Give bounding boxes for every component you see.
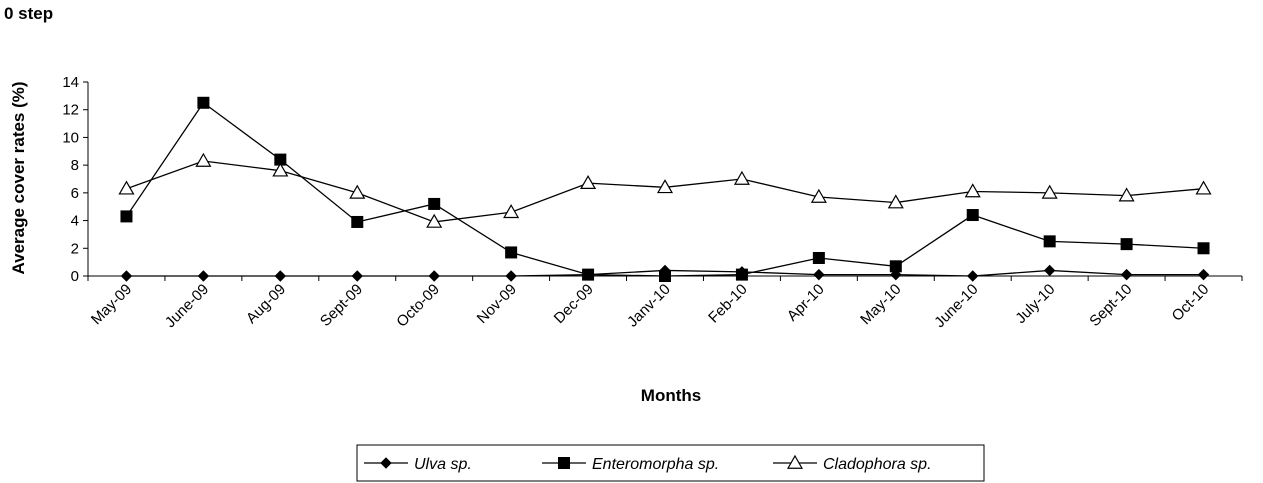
y-axis-title: Average cover rates (%) [9, 81, 28, 274]
x-tick-label: May-10 [857, 281, 904, 328]
data-point [1197, 268, 1210, 281]
data-point [1043, 235, 1056, 248]
y-tick-label: 6 [71, 185, 79, 202]
data-point [1118, 187, 1135, 202]
legend-label: Cladophora sp. [823, 456, 932, 473]
series-layer [118, 96, 1212, 282]
y-tick-label: 10 [62, 129, 79, 146]
data-point [272, 162, 289, 177]
data-point [274, 270, 287, 282]
data-point [810, 188, 827, 203]
data-point [812, 251, 825, 264]
x-tick-label: July-10 [1012, 281, 1058, 327]
x-tick-label: Oct-10 [1169, 281, 1213, 325]
series-3 [118, 152, 1212, 228]
y-ticks: 0 2 4 6 8 10 12 14 [62, 74, 88, 285]
data-point [120, 210, 133, 223]
data-point [813, 268, 825, 281]
y-tick-label: 14 [62, 74, 79, 91]
data-point [426, 213, 443, 228]
data-point [656, 179, 674, 194]
data-point [580, 174, 597, 190]
x-axis-title: Months [641, 386, 701, 405]
y-tick-label: 8 [71, 157, 79, 174]
legend-entry: Ulva sp. [364, 456, 472, 473]
data-point [349, 184, 366, 199]
data-point [505, 270, 517, 282]
data-point [197, 270, 210, 282]
y-axis: 0 2 4 6 8 10 12 14 [62, 74, 89, 285]
data-point [195, 152, 212, 167]
x-tick-label: May-09 [88, 281, 135, 328]
data-point [503, 204, 520, 219]
x-ticks: May-09 June-09 Aug-09 Sept-09 Octo-09 Nov-09 D… [87, 276, 1243, 331]
x-tick-label: Sept-10 [1086, 281, 1135, 330]
data-point [659, 270, 671, 282]
legend-entries: Ulva sp. Enteromorpha sp. Cladophora sp. [364, 454, 932, 473]
legend-entry: Enteromorpha sp. [542, 456, 719, 473]
legend-marker [786, 454, 804, 469]
x-axis: May-09 June-09 Aug-09 Sept-09 Octo-09 Nov-09 D… [87, 275, 1243, 331]
y-tick-label: 4 [71, 213, 79, 230]
x-tick-label: Nov-09 [474, 281, 520, 327]
x-tick-label: June-10 [931, 281, 981, 331]
y-tick-label: 12 [62, 102, 79, 119]
series-2 [120, 96, 1210, 282]
data-point [967, 270, 979, 282]
data-point [1041, 184, 1058, 199]
data-point [351, 270, 363, 282]
data-point [274, 153, 287, 166]
data-point [1195, 180, 1212, 195]
x-tick-label: Feb-10 [705, 281, 751, 327]
legend-label: Enteromorpha sp. [592, 456, 719, 473]
data-point [733, 170, 750, 185]
x-tick-label: Apr-10 [784, 281, 828, 325]
data-point [428, 270, 440, 282]
legend-marker [558, 457, 570, 469]
y-tick-label: 2 [71, 240, 79, 257]
data-point [889, 260, 902, 273]
data-point [964, 183, 981, 198]
data-point [120, 270, 133, 282]
legend-label: Ulva sp. [414, 456, 472, 473]
legend: Ulva sp. Enteromorpha sp. Cladophora sp. [356, 444, 985, 482]
x-tick-label: Dec-09 [551, 281, 597, 327]
data-point [735, 268, 748, 281]
legend-entry: Cladophora sp. [773, 454, 932, 473]
data-point [887, 194, 904, 209]
data-point [197, 96, 210, 109]
data-point [582, 268, 595, 281]
data-point [118, 180, 135, 195]
step-label: 0 step [4, 4, 54, 23]
data-point [1197, 242, 1210, 255]
data-point [1120, 268, 1133, 281]
data-point [505, 246, 518, 259]
y-tick-label: 0 [71, 268, 79, 285]
data-point [428, 197, 441, 210]
legend-marker [380, 457, 392, 469]
legend-box [356, 444, 985, 482]
x-tick-label: Sept-09 [317, 281, 366, 330]
x-tick-label: Aug-09 [243, 281, 289, 327]
data-point [1120, 238, 1133, 251]
x-tick-label: June-09 [162, 281, 212, 331]
data-point [1043, 264, 1056, 277]
data-point [966, 209, 979, 222]
data-point [351, 215, 364, 228]
x-tick-label: Janv-10 [624, 281, 674, 331]
x-tick-label: Octo-09 [393, 281, 443, 331]
